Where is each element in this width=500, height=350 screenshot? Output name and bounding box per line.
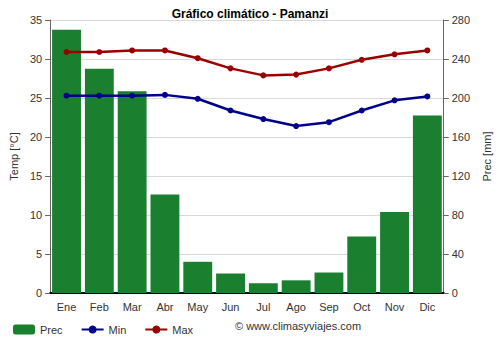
svg-text:© www.climasyviajes.com: © www.climasyviajes.com — [235, 320, 361, 332]
svg-text:Mar: Mar — [123, 301, 142, 313]
svg-text:240: 240 — [452, 53, 470, 65]
svg-text:Ene: Ene — [57, 301, 77, 313]
svg-text:120: 120 — [452, 170, 470, 182]
svg-text:Min: Min — [109, 324, 127, 336]
svg-text:35: 35 — [30, 14, 42, 26]
svg-text:Feb: Feb — [90, 301, 109, 313]
svg-text:200: 200 — [452, 92, 470, 104]
svg-text:Max: Max — [172, 324, 193, 336]
svg-text:Dic: Dic — [419, 301, 435, 313]
svg-text:80: 80 — [452, 209, 464, 221]
svg-text:280: 280 — [452, 14, 470, 26]
svg-text:25: 25 — [30, 92, 42, 104]
svg-text:Prec: Prec — [40, 324, 63, 336]
svg-text:Jun: Jun — [222, 301, 240, 313]
svg-text:40: 40 — [452, 248, 464, 260]
svg-text:Gráfico climático - Pamanzi: Gráfico climático - Pamanzi — [172, 7, 329, 21]
svg-text:Nov: Nov — [385, 301, 405, 313]
svg-text:Oct: Oct — [353, 301, 370, 313]
svg-text:Jul: Jul — [256, 301, 270, 313]
svg-text:May: May — [187, 301, 208, 313]
svg-text:20: 20 — [30, 131, 42, 143]
svg-text:5: 5 — [36, 248, 42, 260]
svg-text:Sep: Sep — [319, 301, 339, 313]
svg-text:Temp [°C]: Temp [°C] — [8, 132, 20, 180]
svg-text:15: 15 — [30, 170, 42, 182]
svg-text:0: 0 — [36, 287, 42, 299]
svg-text:0: 0 — [452, 287, 458, 299]
svg-text:160: 160 — [452, 131, 470, 143]
svg-text:10: 10 — [30, 209, 42, 221]
svg-text:Prec [mm]: Prec [mm] — [481, 131, 493, 181]
svg-text:Abr: Abr — [156, 301, 173, 313]
svg-text:30: 30 — [30, 53, 42, 65]
svg-text:Ago: Ago — [286, 301, 306, 313]
